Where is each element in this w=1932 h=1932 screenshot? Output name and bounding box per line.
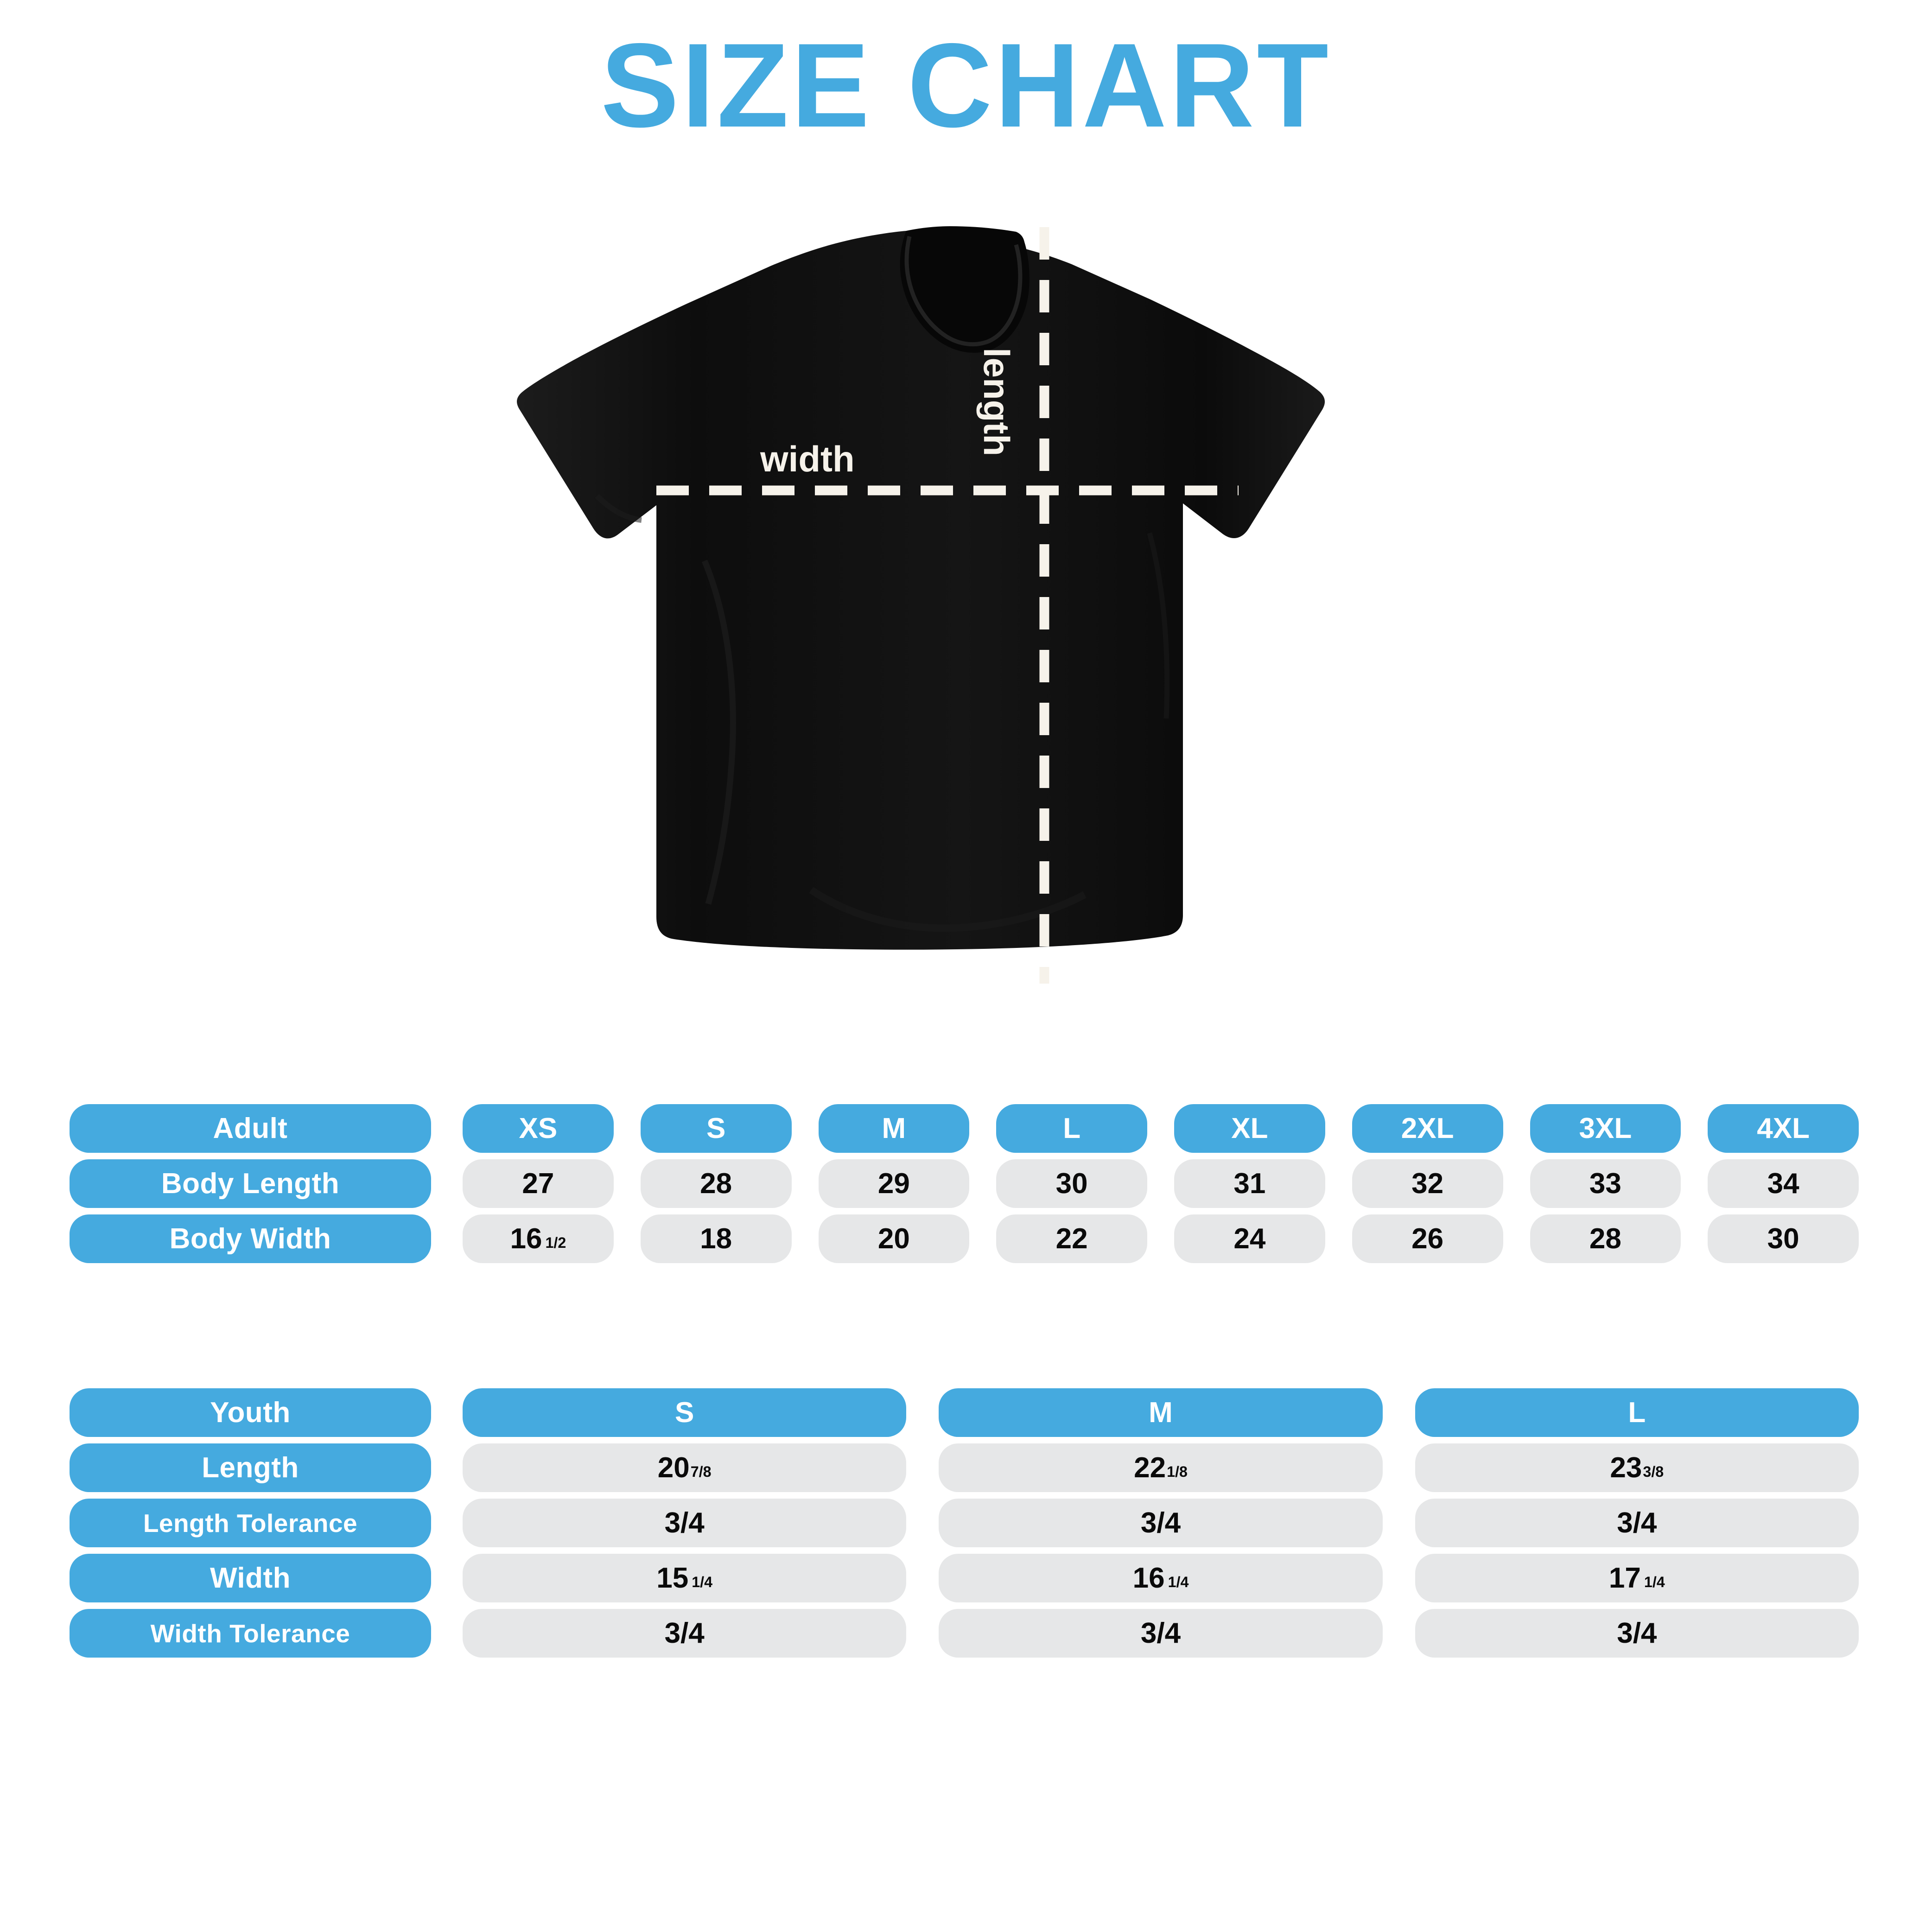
cell-whole: 30 [1767,1223,1799,1255]
page-title: SIZE CHART [601,18,1331,152]
table-cell: 3/4 [463,1499,907,1547]
cell-fraction: 1/4 [1644,1574,1665,1591]
adult-col-3xl: 3XL [1530,1104,1681,1153]
youth-length-tolerance-label: Length Tolerance [70,1499,431,1547]
table-cell: 33 [1530,1159,1681,1208]
table-cell: 28 [640,1159,792,1208]
table-cell: 3/4 [1415,1499,1859,1547]
adult-body-length-row: Body Length 27 28 29 30 31 32 33 34 [70,1159,1859,1208]
youth-width-tolerance-row: Width Tolerance 3/4 3/4 3/4 [70,1609,1859,1658]
cell-whole: 18 [700,1223,732,1255]
adult-col-xs: XS [463,1104,614,1153]
cell-whole: 3/4 [1140,1617,1181,1649]
youth-header-label: Youth [70,1388,431,1437]
length-dimension-label: length [976,348,1017,456]
cell-whole: 16 [510,1223,542,1255]
youth-size-table: Youth S M L Length 20 7/8 22 1/8 23 3/8 Len… [70,1388,1859,1658]
table-cell: 16 1/2 [463,1214,614,1263]
table-cell: 22 [996,1214,1147,1263]
cell-whole: 31 [1233,1168,1266,1200]
cell-whole: 29 [877,1168,910,1200]
table-cell: 28 [1530,1214,1681,1263]
cell-whole: 3/4 [1617,1617,1657,1649]
table-cell: 24 [1174,1214,1325,1263]
table-cell: 3/4 [939,1499,1383,1547]
adult-header-row: Adult XS S M L XL 2XL 3XL 4XL [70,1104,1859,1153]
cell-whole: 3/4 [664,1617,705,1649]
table-cell: 23 3/8 [1415,1443,1859,1492]
youth-length-label: Length [70,1443,431,1492]
cell-whole: 16 [1132,1562,1165,1594]
table-cell: 34 [1708,1159,1859,1208]
tshirt-illustration: width length [487,209,1460,1080]
table-cell: 26 [1352,1214,1503,1263]
table-cell: 30 [996,1159,1147,1208]
table-cell: 32 [1352,1159,1503,1208]
youth-col-m: M [939,1388,1383,1437]
adult-col-4xl: 4XL [1708,1104,1859,1153]
youth-col-s: S [463,1388,907,1437]
table-cell: 15 1/4 [463,1554,907,1602]
table-cell: 27 [463,1159,614,1208]
dashed-measure-lines [656,227,1239,984]
table-cell: 20 [818,1214,970,1263]
cell-whole: 3/4 [1617,1507,1657,1539]
adult-col-s: S [640,1104,792,1153]
cell-whole: 3/4 [1140,1507,1181,1539]
cell-fraction: 1/2 [545,1234,566,1252]
youth-width-label: Width [70,1554,431,1602]
table-cell: 20 7/8 [463,1443,907,1492]
youth-width-tolerance-label: Width Tolerance [70,1609,431,1658]
cell-whole: 32 [1411,1168,1444,1200]
adult-col-2xl: 2XL [1352,1104,1503,1153]
adult-body-width-row: Body Width 16 1/2 18 20 22 24 26 28 30 [70,1214,1859,1263]
table-cell: 3/4 [463,1609,907,1658]
cell-whole: 3/4 [664,1507,705,1539]
adult-col-m: M [818,1104,970,1153]
cell-fraction: 1/4 [692,1574,713,1591]
cell-whole: 15 [656,1562,689,1594]
cell-fraction: 1/4 [1168,1574,1189,1591]
youth-col-l: L [1415,1388,1859,1437]
cell-whole: 34 [1767,1168,1799,1200]
youth-header-row: Youth S M L [70,1388,1859,1437]
tshirt-icon [517,226,1325,984]
adult-body-length-label: Body Length [70,1159,431,1208]
title-container: SIZE CHART [0,25,1932,145]
cell-whole: 26 [1411,1223,1444,1255]
table-cell: 3/4 [939,1609,1383,1658]
youth-length-tolerance-row: Length Tolerance 3/4 3/4 3/4 [70,1499,1859,1547]
youth-width-row: Width 15 1/4 16 1/4 17 1/4 [70,1554,1859,1602]
cell-whole: 20 [657,1452,690,1484]
cell-whole: 22 [1055,1223,1088,1255]
cell-whole: 22 [1134,1452,1166,1484]
width-dimension-label: width [760,439,855,479]
table-cell: 17 1/4 [1415,1554,1859,1602]
adult-col-l: L [996,1104,1147,1153]
cell-fraction: 1/8 [1167,1463,1188,1481]
adult-size-table: Adult XS S M L XL 2XL 3XL 4XL Body Lengt… [70,1104,1859,1263]
table-cell: 31 [1174,1159,1325,1208]
adult-header-label: Adult [70,1104,431,1153]
table-cell: 29 [818,1159,970,1208]
cell-whole: 17 [1608,1562,1641,1594]
table-cell: 16 1/4 [939,1554,1383,1602]
adult-col-xl: XL [1174,1104,1325,1153]
youth-length-row: Length 20 7/8 22 1/8 23 3/8 [70,1443,1859,1492]
cell-whole: 30 [1055,1168,1088,1200]
table-cell: 18 [640,1214,792,1263]
table-cell: 30 [1708,1214,1859,1263]
cell-fraction: 7/8 [690,1463,712,1481]
cell-whole: 20 [877,1223,910,1255]
cell-whole: 33 [1589,1168,1621,1200]
cell-whole: 23 [1610,1452,1642,1484]
cell-whole: 24 [1233,1223,1266,1255]
adult-body-width-label: Body Width [70,1214,431,1263]
cell-fraction: 3/8 [1643,1463,1664,1481]
cell-whole: 28 [700,1168,732,1200]
cell-whole: 27 [522,1168,554,1200]
table-cell: 22 1/8 [939,1443,1383,1492]
table-cell: 3/4 [1415,1609,1859,1658]
cell-whole: 28 [1589,1223,1621,1255]
